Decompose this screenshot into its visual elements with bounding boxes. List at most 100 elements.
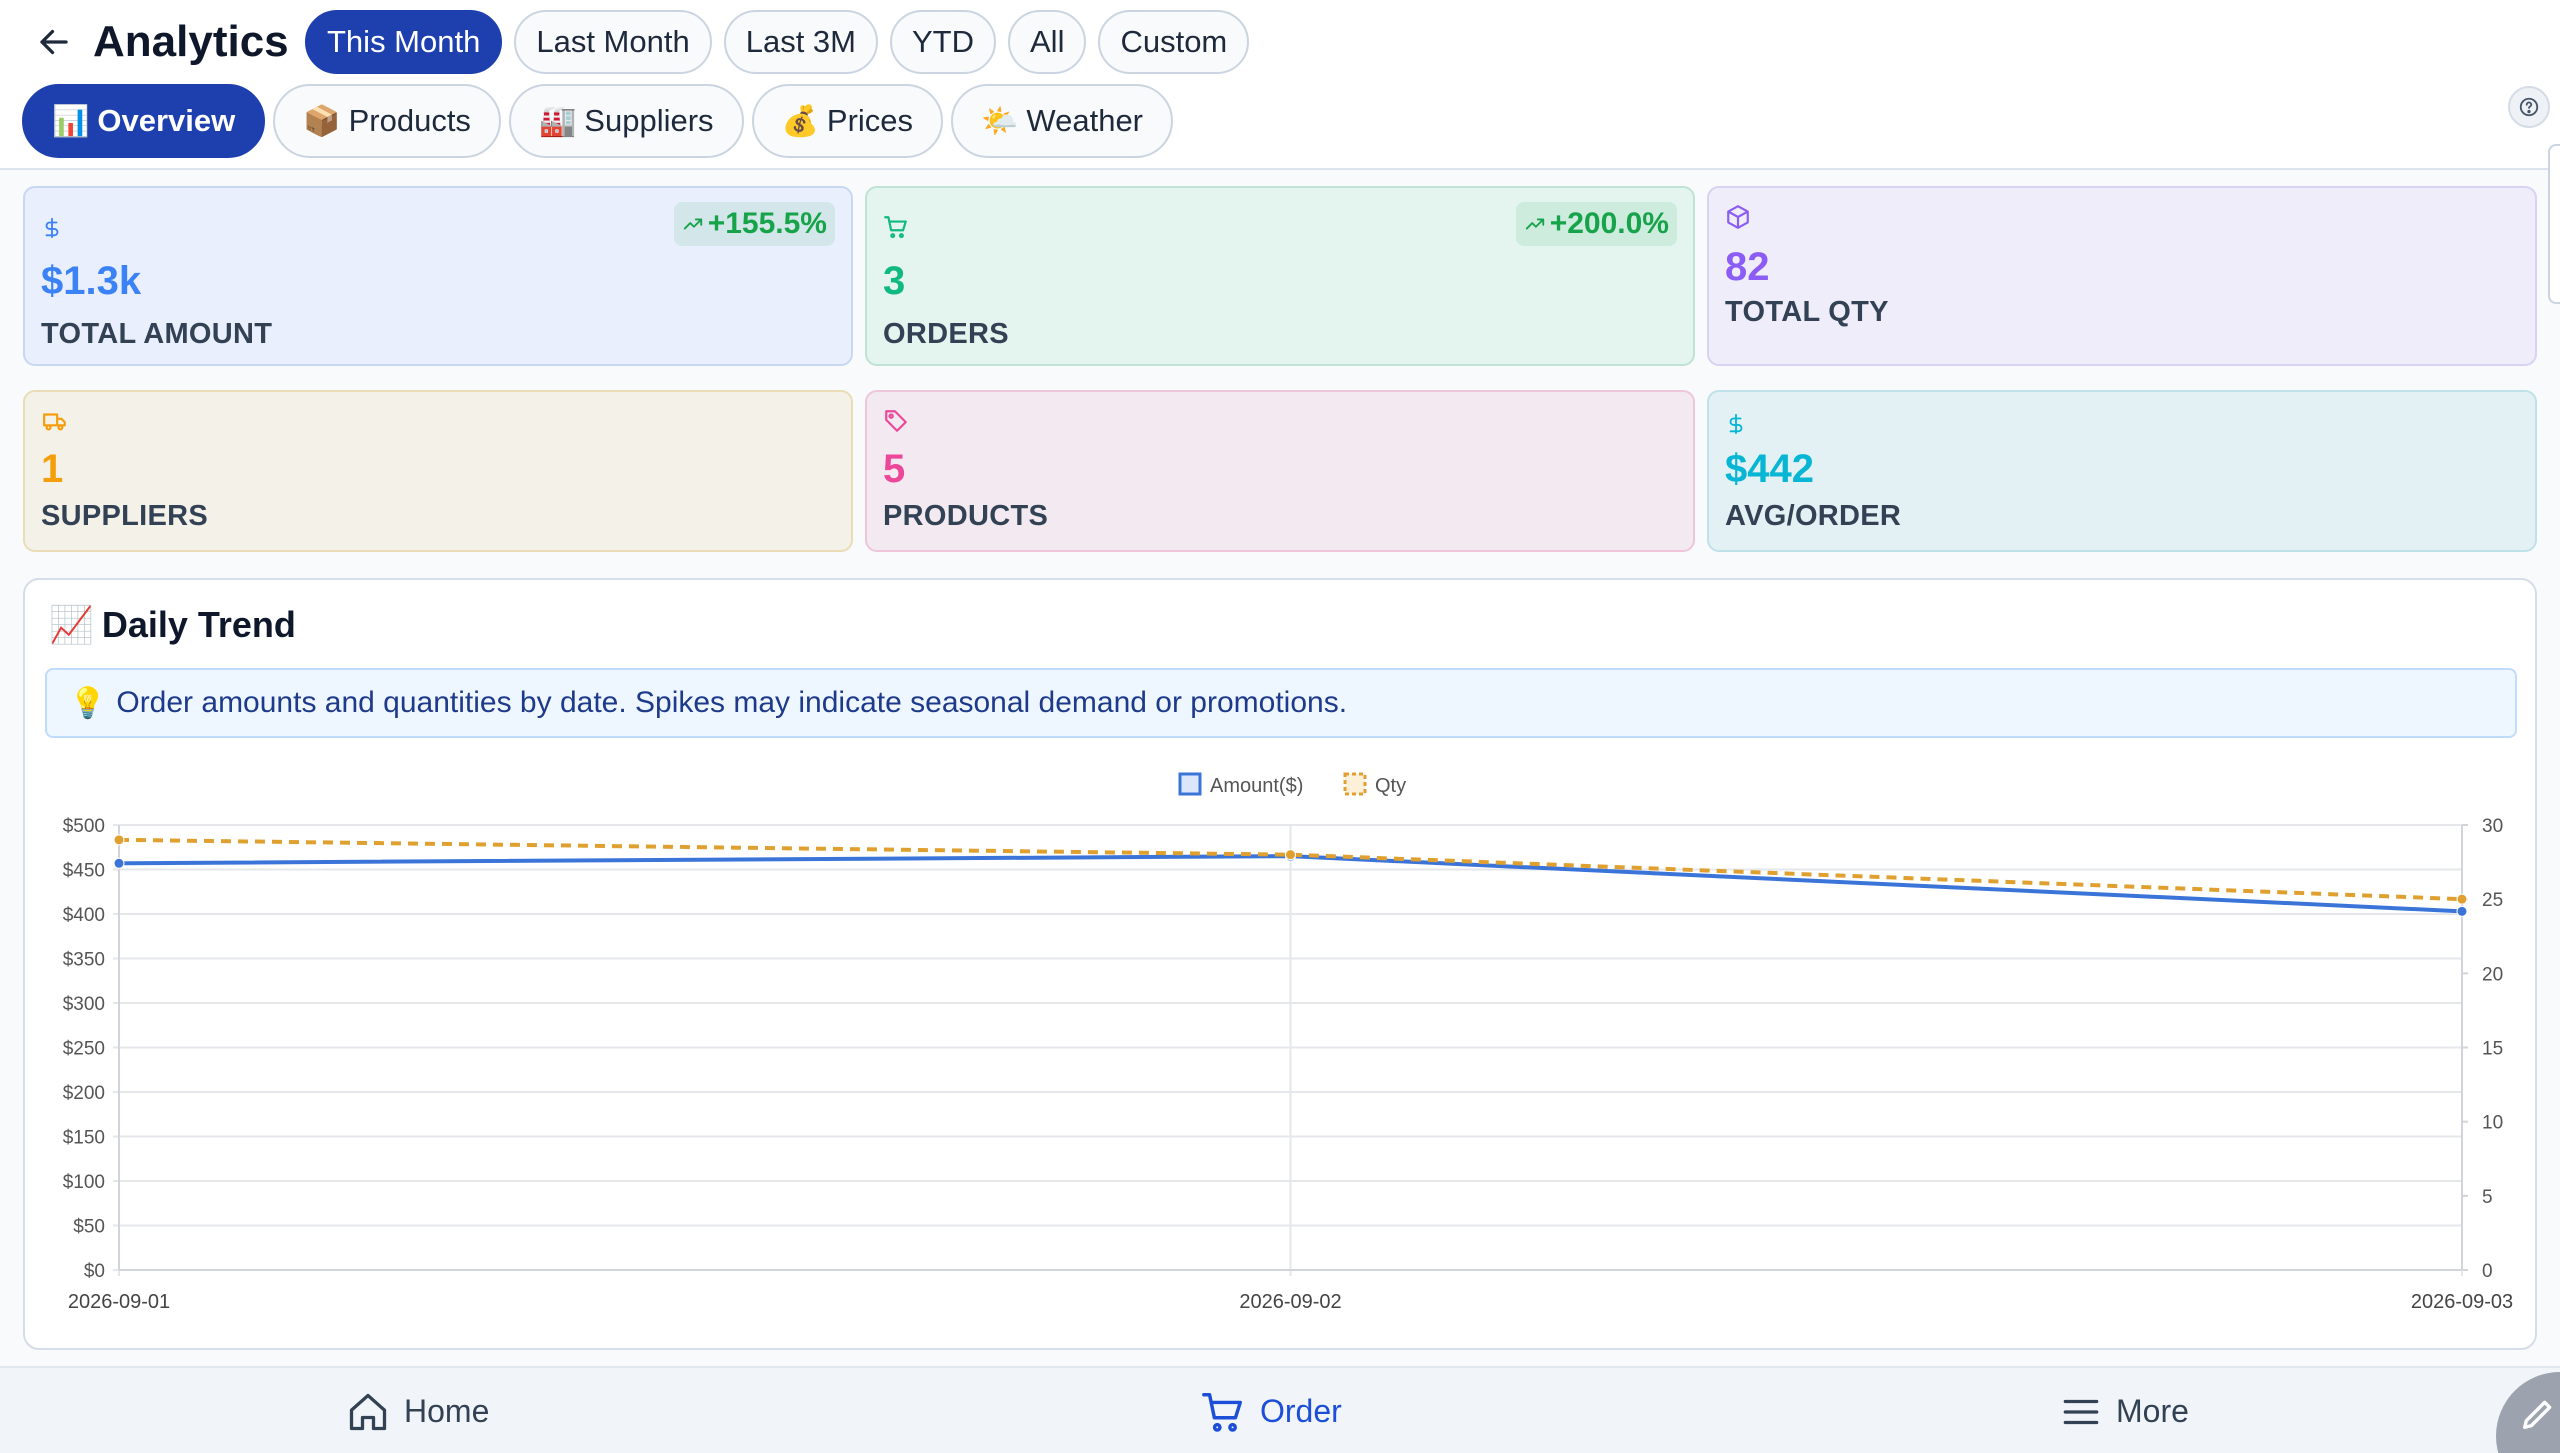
tag-icon: [885, 410, 907, 432]
range-last-3m[interactable]: Last 3M: [723, 10, 878, 74]
analytics-tabs: 📊 Overview 📦 Products 🏭 Suppliers 💰 Pric…: [22, 84, 1174, 158]
trending-up-icon: [1525, 218, 1544, 230]
tab-label: Overview: [97, 103, 236, 138]
chart-icon: 📊: [52, 104, 90, 138]
tab-products[interactable]: 📦 Products: [273, 84, 501, 158]
range-custom[interactable]: Custom: [1098, 10, 1250, 74]
data-point: [113, 834, 125, 846]
daily-trend-chart: $0 $50 $100 $150 $200 $250 $300 $350 $400 $450 $50…: [63, 772, 2513, 1313]
y-left-tick-label: $250: [63, 1039, 105, 1060]
chart-title-text: Daily Trend: [101, 604, 296, 645]
nav-label: Order: [1260, 1393, 1342, 1429]
trending-up-icon: [683, 218, 702, 230]
bottom-nav: Home Order More: [0, 1366, 2560, 1453]
arrow-left-icon: [40, 29, 68, 55]
tab-label: Prices: [826, 103, 914, 138]
x-tick-label: 2026-09-01: [68, 1291, 170, 1313]
chart-title: 📈 Daily Trend: [49, 604, 296, 646]
range-this-month[interactable]: This Month: [305, 10, 503, 74]
chart-info-text: Order amounts and quantities by date. Sp…: [116, 686, 1348, 719]
range-ytd[interactable]: YTD: [890, 10, 996, 74]
data-point: [2456, 905, 2468, 917]
tab-weather[interactable]: 🌤️ Weather: [951, 84, 1174, 158]
tab-suppliers[interactable]: 🏭 Suppliers: [508, 84, 744, 158]
stat-value: $1.3k: [41, 259, 142, 303]
home-icon: [349, 1393, 387, 1430]
y-right-tick-label: 0: [2482, 1261, 2493, 1282]
stat-value: 1: [41, 447, 64, 491]
y-left-tick-label: $200: [63, 1083, 105, 1104]
stat-card-total-qty[interactable]: 82 TOTAL QTY: [1707, 186, 2537, 366]
y-right-tick-label: 20: [2482, 964, 2503, 985]
pencil-icon: [2523, 1400, 2552, 1429]
x-tick-label: 2026-09-03: [2411, 1291, 2513, 1313]
chart-info-box: 💡 Order amounts and quantities by date. …: [45, 668, 2517, 738]
nav-label: More: [2116, 1393, 2189, 1429]
trend-value: +200.0%: [1549, 207, 1669, 240]
y-left-tick-label: $0: [84, 1261, 105, 1282]
legend-swatch-qty: [1343, 772, 1367, 796]
dollar-icon: [45, 217, 59, 239]
y-left-tick-label: $100: [63, 1172, 105, 1193]
range-all[interactable]: All: [1008, 10, 1087, 74]
stat-label: TOTAL AMOUNT: [41, 318, 273, 350]
help-icon: [2519, 97, 2539, 117]
trend-value: +155.5%: [707, 207, 827, 240]
y-left-tick-label: $450: [63, 861, 105, 882]
y-left-tick-label: $500: [63, 816, 105, 837]
stat-value: 3: [883, 259, 906, 303]
nav-home[interactable]: Home: [346, 1368, 489, 1453]
stat-label: TOTAL QTY: [1725, 296, 1889, 328]
nav-more[interactable]: More: [2060, 1368, 2189, 1453]
data-point: [113, 857, 125, 869]
data-point: [1285, 849, 1296, 861]
back-button[interactable]: [28, 18, 80, 66]
y-left-tick-label: $300: [63, 994, 105, 1015]
top-bar: Analytics This Month Last Month Last 3M …: [0, 0, 2560, 170]
nav-order[interactable]: Order: [1200, 1368, 1342, 1453]
cart-icon: [884, 216, 907, 239]
scrollbar-thumb[interactable]: [2548, 144, 2560, 304]
stat-value: $442: [1725, 447, 1814, 491]
data-point: [2456, 893, 2468, 905]
page-title: Analytics: [93, 17, 289, 66]
legend-label-qty: Qty: [1375, 775, 1406, 797]
tab-label: Suppliers: [584, 103, 714, 138]
stat-card-avg-order[interactable]: $442 AVG/ORDER: [1707, 390, 2537, 552]
stat-label: SUPPLIERS: [41, 500, 209, 532]
stat-label: PRODUCTS: [883, 500, 1049, 532]
tab-label: Products: [348, 103, 471, 138]
tab-label: Weather: [1026, 103, 1144, 138]
stat-label: ORDERS: [883, 318, 1009, 350]
stat-card-suppliers[interactable]: 1 SUPPLIERS: [23, 390, 853, 552]
cart-icon: [1202, 1392, 1242, 1432]
trend-badge: +155.5%: [673, 202, 835, 246]
stat-label: AVG/ORDER: [1725, 500, 1902, 532]
y-right-tick-label: 10: [2482, 1113, 2503, 1134]
stat-card-products[interactable]: 5 PRODUCTS: [865, 390, 1695, 552]
stat-value: 5: [883, 447, 906, 491]
trend-badge: +200.0%: [1515, 202, 1677, 246]
truck-icon: [43, 413, 66, 431]
daily-trend-card: 📈 Daily Trend 💡 Order amounts and quanti…: [23, 578, 2537, 1350]
weather-icon: 🌤️: [981, 104, 1019, 138]
package-icon: 📦: [303, 104, 341, 138]
lightbulb-icon: 💡: [69, 686, 107, 720]
y-right-tick-label: 15: [2482, 1039, 2503, 1060]
box-icon: [1727, 205, 1749, 229]
y-right-tick-label: 25: [2482, 890, 2503, 911]
y-left-tick-label: $400: [63, 905, 105, 926]
help-button[interactable]: [2508, 86, 2550, 128]
stat-card-orders[interactable]: +200.0% 3 ORDERS: [865, 186, 1695, 366]
factory-icon: 🏭: [538, 104, 577, 138]
legend-swatch-amount: [1178, 772, 1202, 796]
tab-prices[interactable]: 💰 Prices: [751, 84, 944, 158]
x-tick-label: 2026-09-02: [1239, 1291, 1341, 1313]
y-left-tick-label: $350: [63, 950, 105, 971]
stat-card-total-amount[interactable]: +155.5% $1.3k TOTAL AMOUNT: [23, 186, 853, 366]
tab-overview[interactable]: 📊 Overview: [22, 84, 266, 158]
y-right-tick-label: 5: [2482, 1187, 2493, 1208]
range-last-month[interactable]: Last Month: [514, 10, 712, 74]
y-left-tick-label: $150: [63, 1128, 105, 1149]
money-bag-icon: 💰: [781, 104, 819, 138]
